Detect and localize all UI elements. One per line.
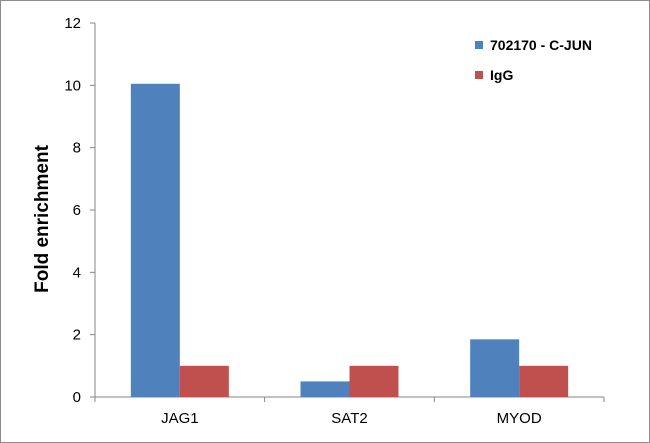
legend: 702170 - C-JUN IgG <box>475 37 592 83</box>
legend-swatch <box>475 71 483 79</box>
y-tick-label: 12 <box>64 15 81 32</box>
legend-label: 702170 - C-JUN <box>490 37 592 53</box>
y-tick-labels: 0 2 4 6 8 10 12 <box>64 15 81 406</box>
bar-myod-series-2 <box>519 365 569 397</box>
x-category-label: SAT2 <box>331 410 367 427</box>
x-category-labels: JAG1 SAT2 MYOD <box>161 410 542 427</box>
y-tick-label: 4 <box>73 264 81 281</box>
bar-myod-series-1 <box>470 339 520 397</box>
y-axis-title: Fold enrichment <box>32 144 53 292</box>
legend-label: IgG <box>490 67 513 83</box>
bars <box>130 83 569 398</box>
bar-sat2-series-2 <box>349 365 399 397</box>
y-tick-label: 0 <box>73 389 81 406</box>
bar-jag1-series-2 <box>179 365 229 397</box>
legend-swatch <box>475 41 483 49</box>
y-tick-label: 6 <box>73 202 81 219</box>
x-category-label: JAG1 <box>161 410 199 427</box>
y-tick-label: 8 <box>73 140 81 157</box>
bar-jag1-series-1 <box>130 83 180 398</box>
bar-sat2-series-1 <box>300 381 350 397</box>
y-tick-label: 10 <box>64 77 81 94</box>
y-tick-label: 2 <box>73 327 81 344</box>
x-category-label: MYOD <box>497 410 542 427</box>
